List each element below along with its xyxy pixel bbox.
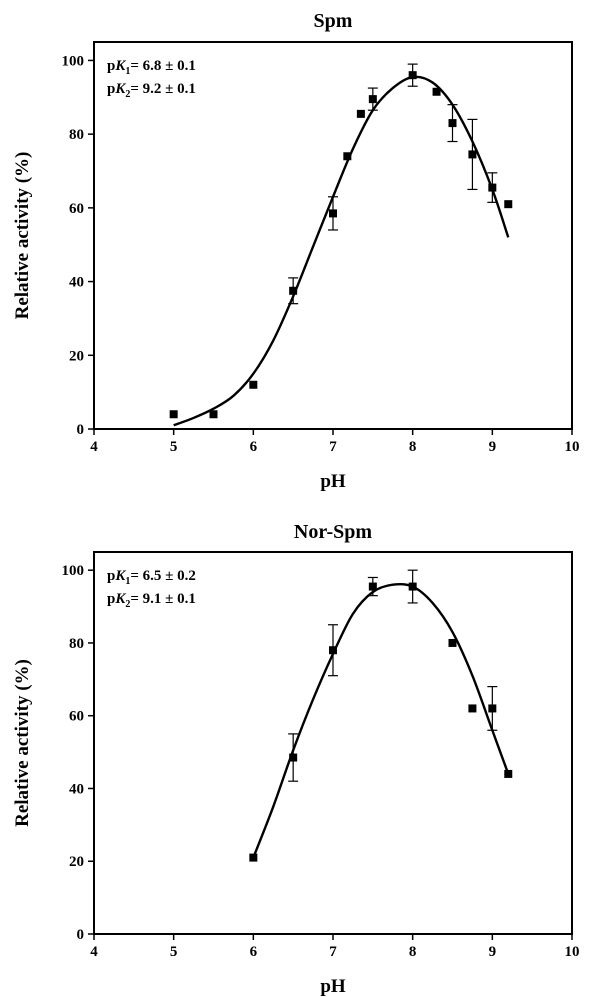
pk-variable: K [114, 591, 126, 607]
data-point [368, 582, 377, 591]
pk-annotation: pK2= 9.1 ± 0.1 [107, 591, 196, 610]
y-tick-label: 40 [69, 781, 84, 797]
pk-value: = 9.1 ± 0.1 [130, 591, 196, 607]
x-tick-label: 9 [489, 944, 497, 960]
y-tick-label: 0 [77, 927, 85, 943]
y-tick-label: 60 [69, 709, 84, 725]
plot-frame [93, 551, 573, 935]
x-tick-label: 7 [329, 944, 337, 960]
pk-value: = 6.8 ± 0.1 [130, 58, 196, 74]
pk-subscript: 1 [125, 66, 130, 77]
y-axis-label: Relative activity (%) [12, 152, 33, 320]
pk-prefix: p [107, 81, 115, 97]
data-point [209, 410, 218, 419]
pk-annotation: pK1= 6.8 ± 0.1 [107, 58, 196, 77]
data-point [488, 183, 497, 192]
y-tick-label: 20 [69, 854, 84, 870]
x-tick-label: 5 [170, 944, 178, 960]
y-tick-label: 80 [69, 636, 84, 652]
y-tick-label: 100 [62, 53, 85, 69]
data-point [368, 95, 377, 104]
x-tick-label: 6 [250, 944, 258, 960]
data-point [356, 109, 365, 118]
x-tick-label: 8 [409, 944, 417, 960]
data-point [408, 71, 417, 80]
plot-frame [93, 41, 573, 430]
data-point [504, 769, 513, 778]
pk-prefix: p [107, 591, 115, 607]
y-tick-label: 60 [69, 201, 84, 217]
y-axis-label: Relative activity (%) [12, 659, 33, 827]
pk-value: = 9.2 ± 0.1 [130, 81, 196, 97]
x-tick-label: 10 [565, 439, 580, 455]
data-point [329, 646, 337, 655]
pk-prefix: p [107, 568, 115, 584]
data-point [448, 119, 457, 128]
y-tick-label: 40 [69, 275, 84, 291]
pk-variable: K [114, 568, 126, 584]
pk-variable: K [114, 81, 126, 97]
pk-value: = 6.5 ± 0.2 [130, 568, 196, 584]
x-tick-label: 4 [90, 439, 98, 455]
x-tick-label: 5 [170, 439, 178, 455]
x-tick-label: 8 [409, 439, 417, 455]
chart-title: Spm [314, 10, 353, 32]
data-point [343, 152, 352, 161]
data-point [249, 853, 258, 862]
pk-variable: K [114, 58, 126, 74]
pk-annotation: pK1= 6.5 ± 0.2 [107, 568, 196, 587]
data-point [329, 209, 337, 218]
pk-annotation: pK2= 9.2 ± 0.1 [107, 81, 196, 100]
pk-subscript: 1 [125, 576, 130, 587]
data-point [169, 410, 178, 419]
data-point [432, 87, 441, 96]
data-point [249, 380, 258, 389]
y-tick-label: 100 [62, 563, 85, 579]
data-point [468, 704, 477, 713]
data-point [448, 638, 457, 647]
data-point [488, 704, 497, 713]
chart-title: Nor-Spm [294, 521, 372, 543]
data-point [504, 200, 513, 209]
x-tick-label: 10 [565, 944, 580, 960]
fit-curve [252, 582, 510, 859]
x-axis-label: pH [320, 471, 346, 492]
x-axis-label: pH [320, 976, 346, 997]
fit-curve [173, 75, 510, 427]
pk-subscript: 2 [125, 89, 130, 100]
pk-prefix: p [107, 58, 115, 74]
data-point [408, 582, 417, 591]
y-tick-label: 0 [77, 422, 85, 438]
x-tick-label: 4 [90, 944, 98, 960]
data-point [289, 286, 298, 295]
x-tick-label: 6 [250, 439, 258, 455]
y-tick-label: 80 [69, 127, 84, 143]
x-tick-label: 7 [329, 439, 337, 455]
y-tick-label: 20 [69, 348, 84, 364]
pk-subscript: 2 [125, 599, 130, 610]
data-point [468, 150, 477, 159]
data-point [289, 753, 298, 762]
x-tick-label: 9 [489, 439, 497, 455]
